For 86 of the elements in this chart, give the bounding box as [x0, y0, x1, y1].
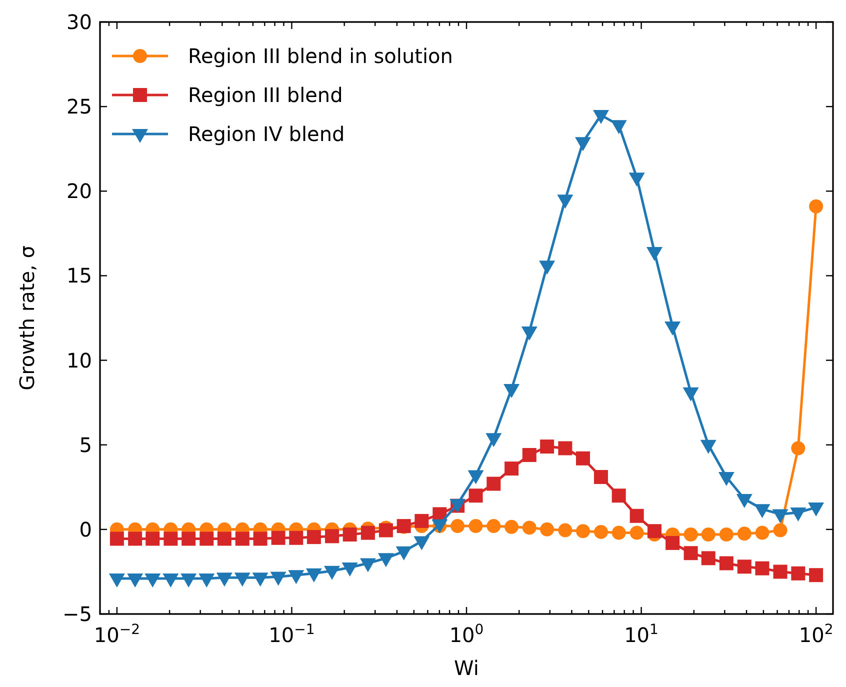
point [666, 536, 680, 550]
y-tick-label: 20 [66, 179, 92, 204]
point [414, 514, 429, 528]
point [110, 532, 124, 546]
point [574, 137, 591, 152]
point [504, 384, 520, 398]
point [164, 532, 178, 546]
point [630, 508, 644, 523]
y-tick-label: −5 [62, 602, 92, 626]
legend-label: Region IV blend [188, 122, 345, 146]
point [664, 321, 681, 336]
x-tick-label: 10$^{2}$ [798, 622, 834, 647]
x-tick-label: 10$^{−2}$ [94, 622, 140, 647]
point [684, 528, 698, 542]
point [612, 526, 626, 540]
point [342, 528, 357, 542]
point [504, 520, 519, 534]
point [540, 440, 554, 454]
y-tick-label: 30 [66, 10, 92, 34]
y-axis-title: Growth rate, σ [15, 245, 39, 390]
point [576, 524, 590, 538]
point [701, 551, 716, 566]
point [539, 260, 556, 275]
point [701, 528, 716, 542]
legend-label: Region III blend in solution [188, 44, 453, 68]
point [253, 532, 268, 546]
point [557, 194, 574, 209]
point [289, 530, 304, 545]
point [522, 448, 536, 462]
point [576, 451, 590, 466]
point [610, 120, 627, 134]
point [235, 532, 250, 546]
point [684, 546, 698, 560]
x-tick-label: 10$^{−1}$ [268, 622, 315, 647]
point [791, 566, 806, 580]
point [737, 560, 752, 574]
point [146, 532, 160, 546]
point [182, 532, 196, 546]
point [737, 526, 752, 541]
point [486, 519, 501, 534]
y-tick-label: 15 [66, 264, 92, 288]
x-tick-label: 10$^{1}$ [624, 622, 658, 647]
point [592, 110, 609, 124]
point [647, 524, 662, 538]
point [468, 488, 483, 503]
point [324, 529, 339, 544]
legend-label: Region III blend [188, 83, 343, 107]
point [594, 470, 608, 484]
point [200, 532, 214, 546]
x-tick-label: 10$^{0}$ [449, 622, 484, 647]
point [217, 532, 232, 546]
point [558, 441, 572, 456]
point [630, 526, 644, 540]
point [504, 462, 519, 476]
point [791, 441, 806, 456]
point [773, 523, 788, 538]
point [306, 530, 321, 544]
y-tick-label: 10 [66, 348, 92, 372]
y-tick-label: 0 [79, 517, 92, 542]
point [755, 526, 770, 540]
point [809, 568, 824, 582]
point [594, 524, 608, 539]
point [450, 519, 465, 534]
point [682, 387, 699, 402]
point [755, 561, 770, 576]
point [718, 472, 734, 486]
point [628, 172, 645, 187]
point [468, 519, 483, 534]
point [522, 520, 536, 535]
point [521, 326, 538, 341]
x-axis-title: Wi [454, 656, 479, 680]
point [719, 556, 734, 570]
point [646, 247, 662, 262]
point [271, 530, 286, 545]
point [486, 476, 501, 491]
point [360, 526, 375, 540]
y-tick-label: 5 [79, 432, 92, 457]
point [700, 440, 716, 454]
point [540, 522, 554, 536]
point [558, 523, 572, 538]
point [719, 528, 734, 542]
point [128, 532, 142, 546]
point [773, 564, 788, 579]
point [378, 523, 393, 538]
y-tick-label: 25 [66, 94, 92, 119]
point [612, 488, 626, 503]
